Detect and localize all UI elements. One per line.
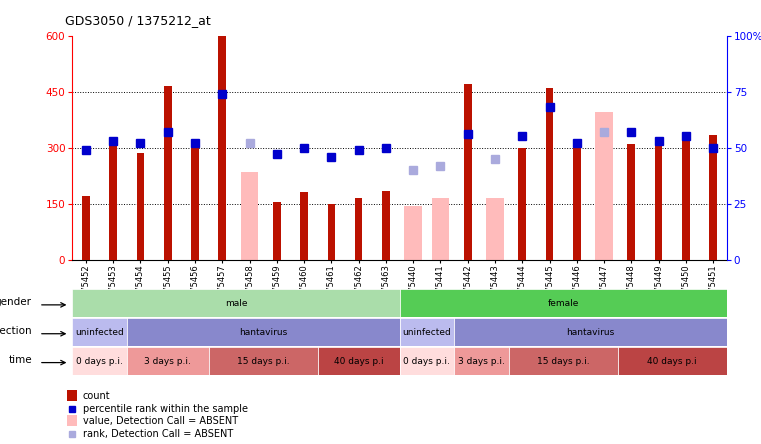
Text: 0 days p.i.: 0 days p.i. (403, 357, 451, 366)
Bar (137, 153, 145, 260)
Text: GDS3050 / 1375212_at: GDS3050 / 1375212_at (65, 14, 211, 27)
Bar (518, 147, 526, 260)
Bar (67, 390, 77, 401)
Text: uninfected: uninfected (403, 328, 451, 337)
Text: uninfected: uninfected (75, 328, 124, 337)
Bar (595, 112, 613, 260)
Text: count: count (83, 391, 110, 401)
Bar (327, 204, 335, 260)
Text: time: time (8, 355, 32, 365)
Text: infection: infection (0, 326, 32, 336)
Text: percentile rank within the sample: percentile rank within the sample (83, 404, 248, 414)
Bar (218, 36, 226, 260)
Bar (573, 144, 581, 260)
Bar (464, 84, 472, 260)
Bar (709, 135, 717, 260)
Bar (164, 86, 171, 260)
Text: hantavirus: hantavirus (239, 328, 288, 337)
Bar (546, 88, 553, 260)
Bar (431, 198, 449, 260)
Text: 40 days p.i: 40 days p.i (648, 357, 697, 366)
Bar (273, 202, 281, 260)
Bar (404, 206, 422, 260)
Bar (682, 135, 689, 260)
Bar (110, 140, 117, 260)
Bar (240, 172, 259, 260)
Bar (382, 190, 390, 260)
Text: value, Detection Call = ABSENT: value, Detection Call = ABSENT (83, 416, 238, 426)
Text: female: female (547, 299, 579, 308)
Bar (628, 144, 635, 260)
Text: 15 days p.i.: 15 days p.i. (537, 357, 590, 366)
Text: 40 days p.i: 40 days p.i (334, 357, 384, 366)
Bar (486, 198, 504, 260)
Text: 3 days p.i.: 3 days p.i. (145, 357, 191, 366)
Bar (654, 140, 662, 260)
Bar (355, 198, 362, 260)
Text: 3 days p.i.: 3 days p.i. (458, 357, 505, 366)
Bar (301, 193, 308, 260)
Text: hantavirus: hantavirus (566, 328, 615, 337)
Text: 0 days p.i.: 0 days p.i. (76, 357, 123, 366)
Text: 15 days p.i.: 15 days p.i. (237, 357, 289, 366)
Bar (191, 140, 199, 260)
Text: rank, Detection Call = ABSENT: rank, Detection Call = ABSENT (83, 429, 233, 439)
Text: male: male (224, 299, 247, 308)
Bar (67, 415, 77, 426)
Text: gender: gender (0, 297, 32, 307)
Bar (82, 196, 90, 260)
